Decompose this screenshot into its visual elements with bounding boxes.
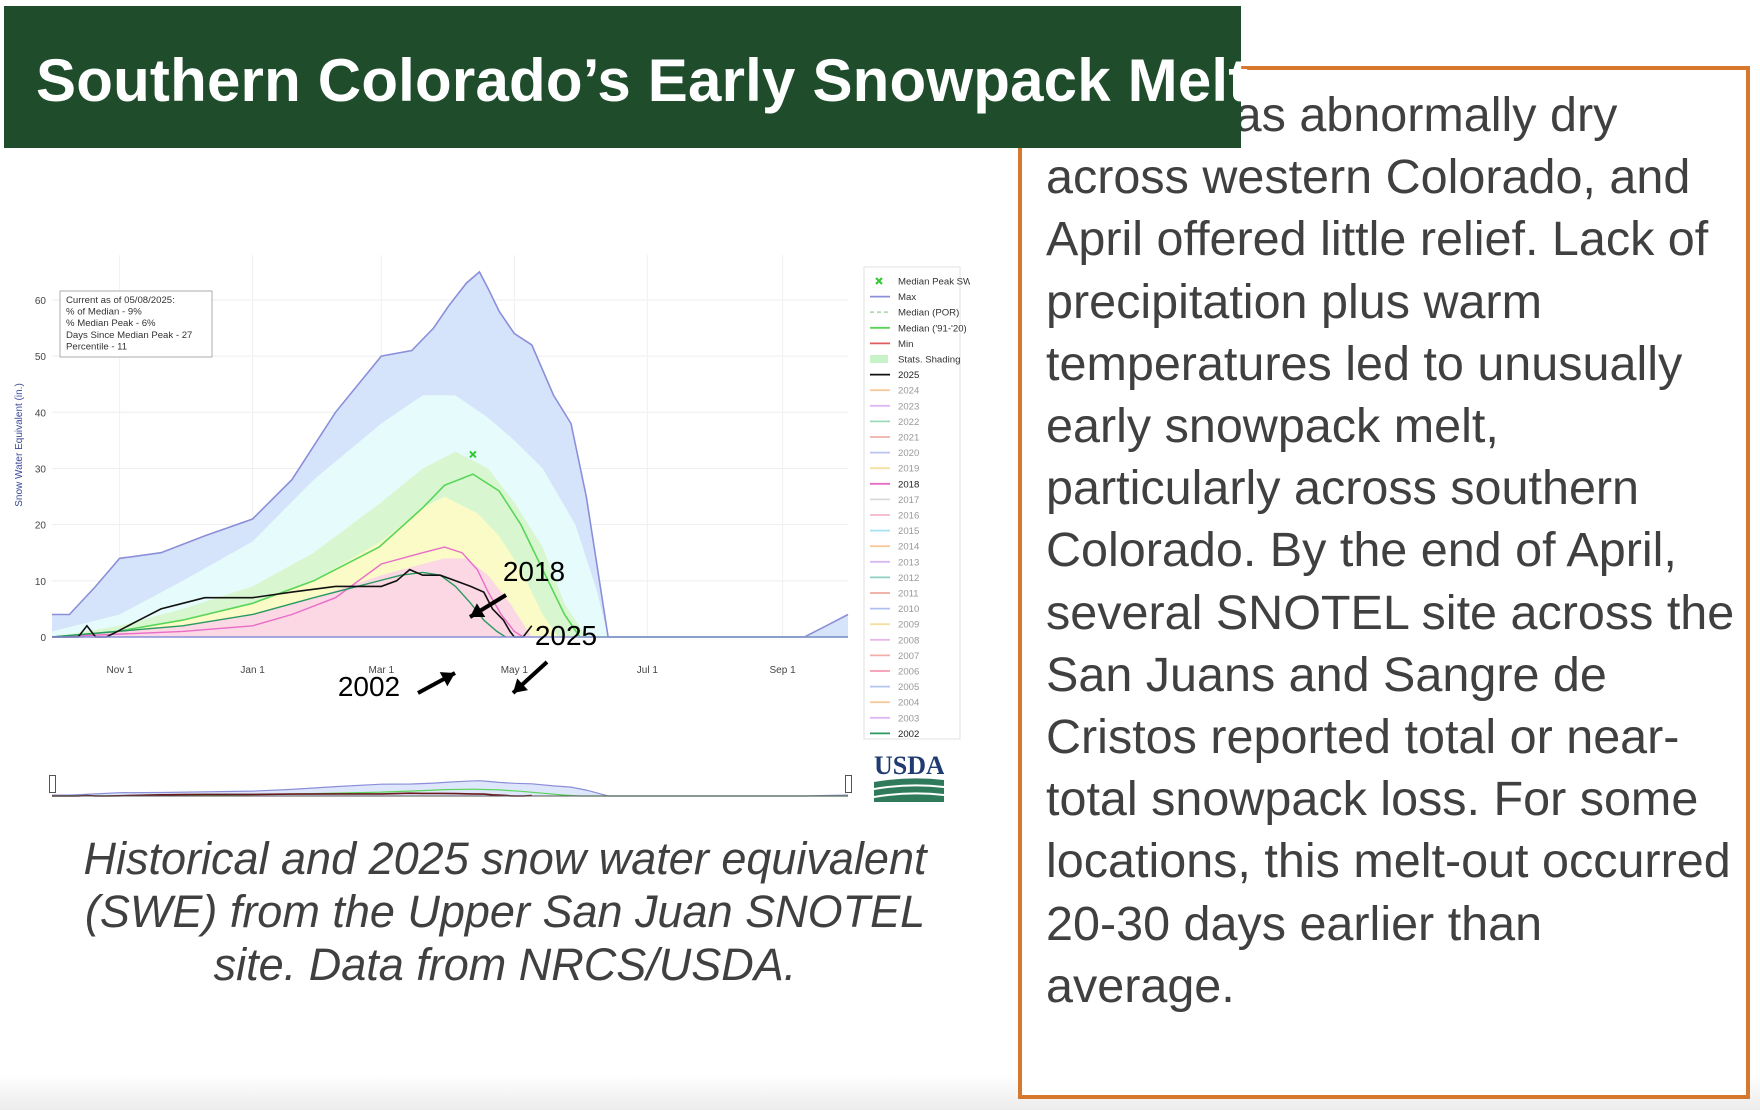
legend-label: Median ('91-'20) xyxy=(898,323,967,334)
legend-label: 2009 xyxy=(898,620,919,631)
x-tick-label: Mar 1 xyxy=(369,665,395,676)
legend-label: Median (POR) xyxy=(898,308,959,319)
legend-label: 2022 xyxy=(898,417,919,428)
legend-label: 2017 xyxy=(898,495,919,506)
legend-label: 2019 xyxy=(898,464,919,475)
info-box-line: % of Median - 9% xyxy=(66,307,142,318)
x-tick-label: May 1 xyxy=(501,665,529,676)
chart-caption: Historical and 2025 snow water equivalen… xyxy=(83,833,927,990)
annotation-arrowhead xyxy=(513,678,528,693)
annotation-arrowhead xyxy=(470,603,486,618)
y-tick-label: 10 xyxy=(35,577,47,588)
legend-label: 2020 xyxy=(898,448,919,459)
y-tick-label: 0 xyxy=(40,633,46,644)
legend-label: Median Peak SWE xyxy=(898,277,970,288)
svg-text:USDA: USDA xyxy=(874,752,944,780)
legend-label: 2002 xyxy=(898,729,919,740)
legend-label: Max xyxy=(898,292,916,303)
info-box-line: Percentile - 11 xyxy=(66,341,127,352)
legend-label: 2003 xyxy=(898,713,919,724)
legend-box xyxy=(863,266,961,740)
legend-marker xyxy=(875,277,883,285)
legend-label: 2004 xyxy=(898,698,920,709)
x-tick-label: Sep 1 xyxy=(770,665,797,676)
legend-label: 2011 xyxy=(898,589,919,600)
median-peak-marker xyxy=(469,450,477,459)
usda-logo: USDA xyxy=(874,752,944,802)
legend-swatch xyxy=(870,355,888,363)
range-slider-area xyxy=(52,780,848,796)
info-box-line: Days Since Median Peak - 27 xyxy=(66,330,192,341)
title-bar: Southern Colorado’s Early Snowpack Melt xyxy=(4,6,1248,148)
description-box: Winter was abnormally dry across western… xyxy=(1018,66,1750,1099)
legend-label: Min xyxy=(898,339,913,350)
legend-label: 2012 xyxy=(898,573,919,584)
legend-label: 2007 xyxy=(898,651,919,662)
x-tick-label: Jul 1 xyxy=(637,665,659,676)
year-annotation: 2002 xyxy=(338,671,400,702)
year-annotation: 2025 xyxy=(535,620,597,651)
legend-label: 2021 xyxy=(898,433,919,444)
legend-label: 2024 xyxy=(898,386,920,397)
page-title: Southern Colorado’s Early Snowpack Melt xyxy=(36,47,1249,114)
x-tick-label: Jan 1 xyxy=(240,665,265,676)
y-tick-label: 30 xyxy=(35,464,47,475)
swe-chart-svg: 0 10 20 30 40 50 60 Nov 1 Jan 1 Mar 1 May 1 Jul 1 Se… xyxy=(14,255,979,797)
x-tick-label: Nov 1 xyxy=(107,665,134,676)
legend-label: 2016 xyxy=(898,511,919,522)
range-slider-right-handle[interactable] xyxy=(845,775,852,793)
legend-label: 2015 xyxy=(898,526,919,537)
legend-label: 2025 xyxy=(898,370,919,381)
legend-label: 2006 xyxy=(898,667,919,678)
series-2025-line xyxy=(52,568,533,638)
swe-chart: 0 10 20 30 40 50 60 Nov 1 Jan 1 Mar 1 May 1 Jul 1 Se… xyxy=(0,255,979,815)
info-box xyxy=(59,290,213,358)
y-tick-label: 20 xyxy=(35,521,47,532)
legend-label: Stats. Shading xyxy=(898,355,960,366)
median-line xyxy=(51,473,848,638)
stats-band xyxy=(52,558,848,637)
y-axis-label: Snow Water Equivalent (in.) xyxy=(14,383,25,507)
legend-label: 2010 xyxy=(898,604,919,615)
range-slider-left-handle[interactable] xyxy=(49,775,56,793)
annotation-arrowhead xyxy=(439,672,455,687)
legend-label: 2014 xyxy=(898,542,920,553)
series-2018-line xyxy=(51,546,524,638)
y-tick-label: 60 xyxy=(35,296,47,307)
y-tick-label: 50 xyxy=(35,352,47,363)
legend-label: 2023 xyxy=(898,401,919,412)
legend-label: 2018 xyxy=(898,479,919,490)
series-2002-line xyxy=(51,571,506,638)
year-annotation: 2018 xyxy=(503,556,565,587)
info-box-line: Current as of 05/08/2025: xyxy=(66,295,175,306)
legend-label: 2008 xyxy=(898,635,919,646)
legend-label: 2005 xyxy=(898,682,919,693)
info-box-line: % Median Peak - 6% xyxy=(66,318,156,329)
description-text: Winter was abnormally dry across western… xyxy=(1046,88,1735,1013)
legend-label: 2013 xyxy=(898,557,919,568)
y-tick-label: 40 xyxy=(35,408,47,419)
